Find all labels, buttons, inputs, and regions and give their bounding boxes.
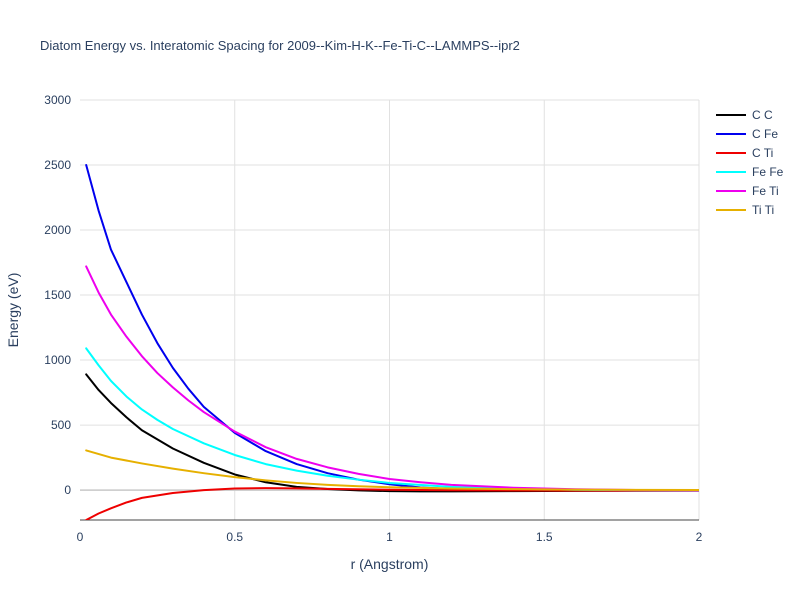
- legend-label: Fe Fe: [752, 165, 784, 179]
- axis-layer: 0 0.5 1 1.5 2 0 500 1000 1500 2000 2500 3000: [44, 93, 702, 544]
- legend-label: Fe Ti: [752, 184, 779, 198]
- y-tick-label: 1500: [44, 288, 71, 302]
- y-tick-label: 0: [64, 483, 71, 497]
- y-tick-label: 3000: [44, 93, 71, 107]
- y-tick-label: 2000: [44, 223, 71, 237]
- x-tick-label: 0.5: [226, 530, 243, 544]
- y-tick-label: 2500: [44, 158, 71, 172]
- legend-item-ti-ti[interactable]: Ti Ti: [716, 203, 774, 217]
- legend-label: Ti Ti: [752, 203, 774, 217]
- legend-item-fe-fe[interactable]: Fe Fe: [716, 165, 784, 179]
- legend-label: C Fe: [752, 127, 778, 141]
- x-tick-label: 1: [386, 530, 393, 544]
- series-line-fe-ti: [85, 265, 699, 492]
- legend-label: C Ti: [752, 146, 773, 160]
- series-layer: [85, 164, 699, 520]
- x-axis-label: r (Angstrom): [351, 556, 429, 572]
- y-tick-label: 500: [51, 418, 71, 432]
- series-line-ti-ti: [85, 449, 699, 491]
- x-tick-label: 1.5: [536, 530, 553, 544]
- legend-label: C C: [752, 108, 773, 122]
- legend[interactable]: C C C Fe C Ti Fe Fe Fe Ti Ti Ti: [716, 108, 784, 217]
- legend-item-c-c[interactable]: C C: [716, 108, 773, 122]
- x-tick-label: 0: [77, 530, 84, 544]
- y-axis-label: Energy (eV): [5, 273, 21, 348]
- y-tick-label: 1000: [44, 353, 71, 367]
- legend-item-c-ti[interactable]: C Ti: [716, 146, 773, 160]
- legend-item-c-fe[interactable]: C Fe: [716, 127, 778, 141]
- series-line-c-ti: [85, 487, 699, 520]
- legend-item-fe-ti[interactable]: Fe Ti: [716, 184, 779, 198]
- chart-title: Diatom Energy vs. Interatomic Spacing fo…: [40, 38, 520, 53]
- x-tick-label: 2: [696, 530, 703, 544]
